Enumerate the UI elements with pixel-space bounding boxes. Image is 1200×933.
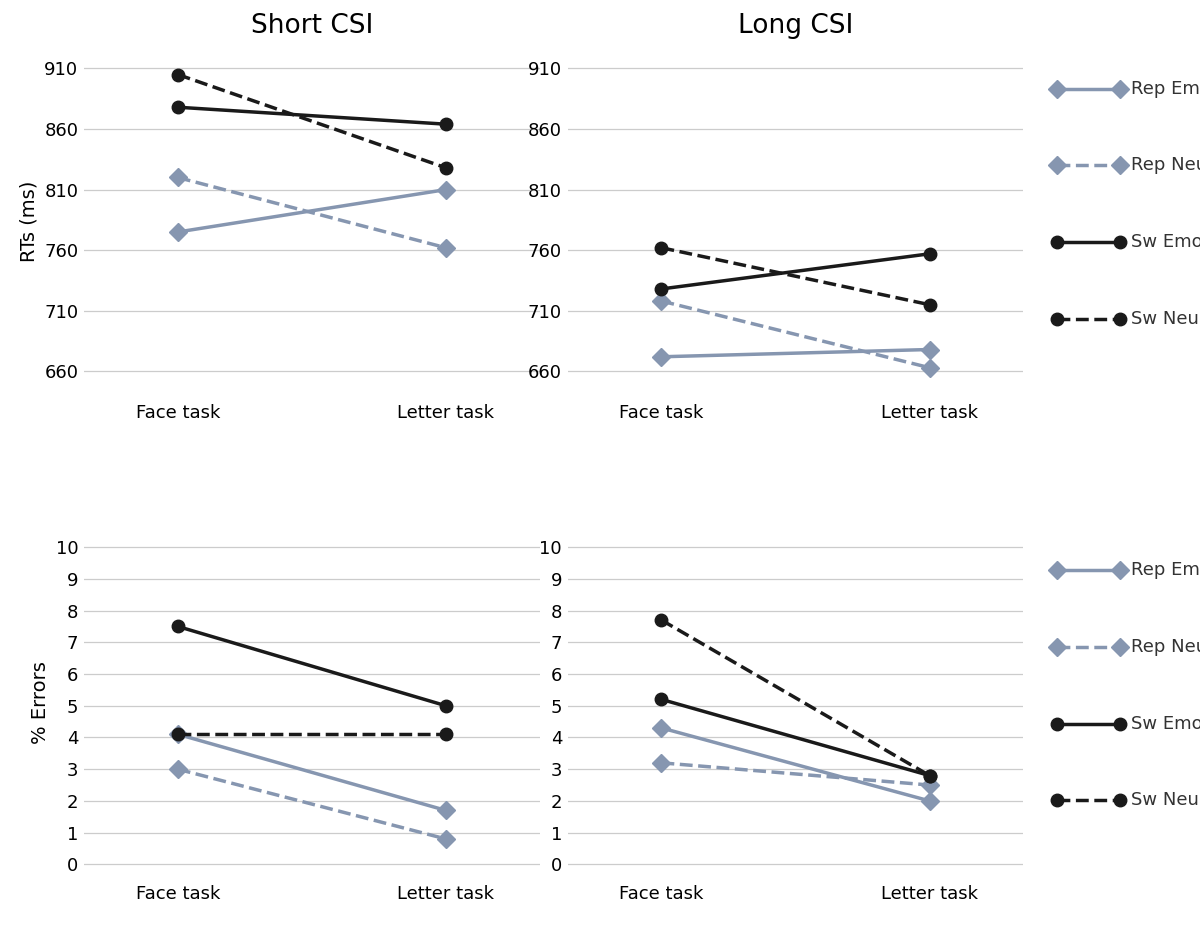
Text: Sw Neu: Sw Neu [1130,310,1199,327]
Title: Long CSI: Long CSI [738,13,853,39]
Text: Rep Emo: Rep Emo [1130,79,1200,98]
Y-axis label: RTs (ms): RTs (ms) [19,180,38,262]
Text: Rep Emo: Rep Emo [1130,561,1200,579]
Title: Short CSI: Short CSI [251,13,373,39]
Text: Sw Emo: Sw Emo [1130,233,1200,251]
Text: Rep Neu: Rep Neu [1130,638,1200,656]
Text: Rep Neu: Rep Neu [1130,156,1200,174]
Text: Sw Neu: Sw Neu [1130,791,1199,809]
Text: Sw Emo: Sw Emo [1130,715,1200,732]
Y-axis label: % Errors: % Errors [31,661,50,744]
